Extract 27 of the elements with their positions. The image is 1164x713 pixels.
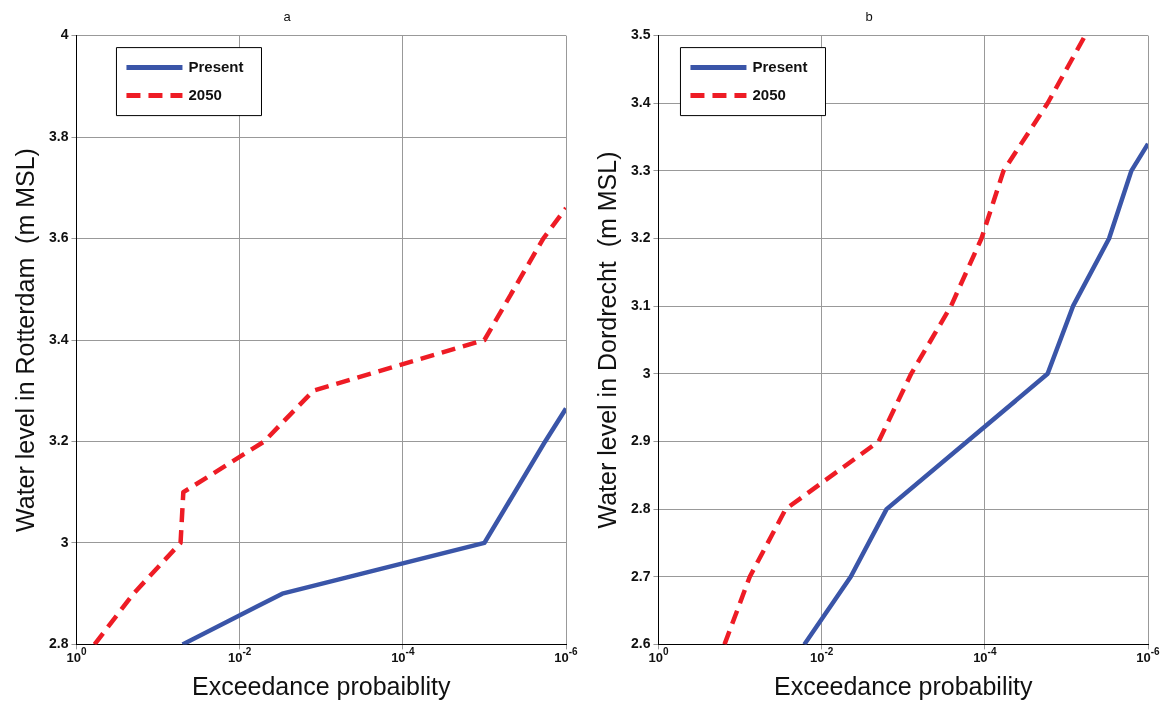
y-tick-label: 3.3 [630, 161, 651, 178]
y-tick-label: 3 [60, 533, 69, 550]
y-tick-label: 3.6 [48, 229, 69, 246]
chart-title: a [283, 9, 292, 25]
y-tick-label: 2.8 [48, 635, 69, 652]
y-tick-label: 3.1 [630, 297, 651, 314]
legend-label: Present [752, 57, 808, 75]
y-axis-title: Water level in Rotterdam (m MSL) [10, 148, 39, 532]
y-tick-label: 3.2 [48, 432, 69, 449]
y-axis-title: Water level in Dordrecht (m MSL) [592, 151, 621, 529]
x-axis-title: Exceedance probaiblity [191, 671, 451, 700]
y-tick-label: 4 [60, 26, 69, 43]
y-tick-label: 3 [642, 364, 651, 381]
legend-label: 2050 [752, 85, 786, 103]
y-tick-label: 2.9 [630, 432, 651, 449]
x-axis-title: Exceedance probability [773, 671, 1033, 700]
y-tick-label: 2.7 [630, 567, 651, 584]
chart-title: b [865, 9, 873, 25]
y-tick-label: 2.8 [630, 499, 651, 516]
y-tick-label: 2.6 [630, 635, 651, 652]
y-tick-label: 3.2 [630, 229, 651, 246]
y-tick-label: 3.4 [630, 94, 651, 111]
legend-label: Present [188, 57, 244, 75]
legend-label: 2050 [188, 85, 222, 103]
y-tick-label: 3.5 [630, 26, 651, 43]
y-tick-label: 3.4 [48, 330, 69, 347]
y-tick-label: 3.8 [48, 127, 69, 144]
